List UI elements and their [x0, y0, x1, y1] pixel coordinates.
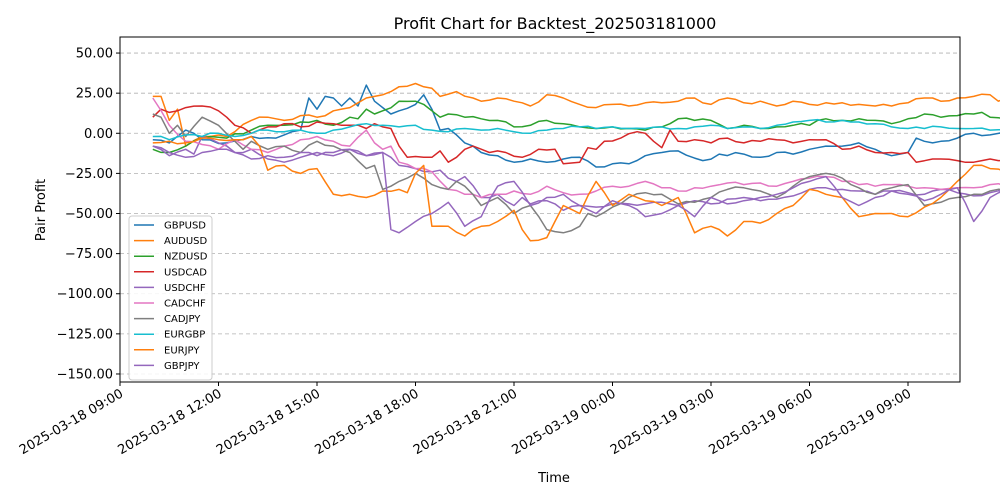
plot-frame: [119, 36, 961, 383]
series-line-eurjpy: [152, 135, 1000, 242]
legend-label: USDCHF: [164, 283, 206, 294]
chart-title: Profit Chart for Backtest_202503181000: [394, 14, 717, 34]
legend-label: CADJPY: [164, 314, 201, 325]
legend-label: GBPJPY: [164, 361, 200, 372]
legend-label: USDCAD: [164, 267, 207, 278]
legend-label: EURJPY: [164, 345, 200, 356]
x-axis-title: Time: [537, 471, 570, 486]
y-tick-label: −150.00: [57, 367, 113, 382]
y-tick-label: −100.00: [57, 287, 113, 302]
series-line-gbpusd: [152, 84, 1000, 168]
legend-label: CADCHF: [164, 299, 206, 310]
legend: GBPUSD AUDUSD NZDUSD USDCAD USDCHF CADCHF CADJ…: [128, 215, 213, 381]
y-tick-label: −50.00: [65, 207, 113, 222]
legend-label: NZDUSD: [164, 252, 208, 263]
legend-box: [128, 215, 213, 381]
y-tick-label: 25.00: [76, 87, 113, 102]
grid-lines: [120, 52, 960, 375]
legend-label: AUDUSD: [164, 236, 208, 247]
legend-label: GBPUSD: [164, 221, 206, 232]
legend-label: EURGBP: [164, 330, 205, 341]
series-line-gbpjpy: [152, 145, 1000, 234]
y-axis-title: Pair Profit: [34, 179, 49, 241]
y-tick-label: −75.00: [65, 247, 113, 262]
y-tick-label: 0.00: [84, 127, 113, 142]
y-tick-label: −25.00: [65, 167, 113, 182]
y-tick-label: 50.00: [76, 47, 113, 62]
y-axis: 50.00 25.00 0.00 −25.00 −50.00 −75.00 −100.00 −…: [57, 47, 120, 382]
y-tick-label: −125.00: [57, 327, 113, 342]
